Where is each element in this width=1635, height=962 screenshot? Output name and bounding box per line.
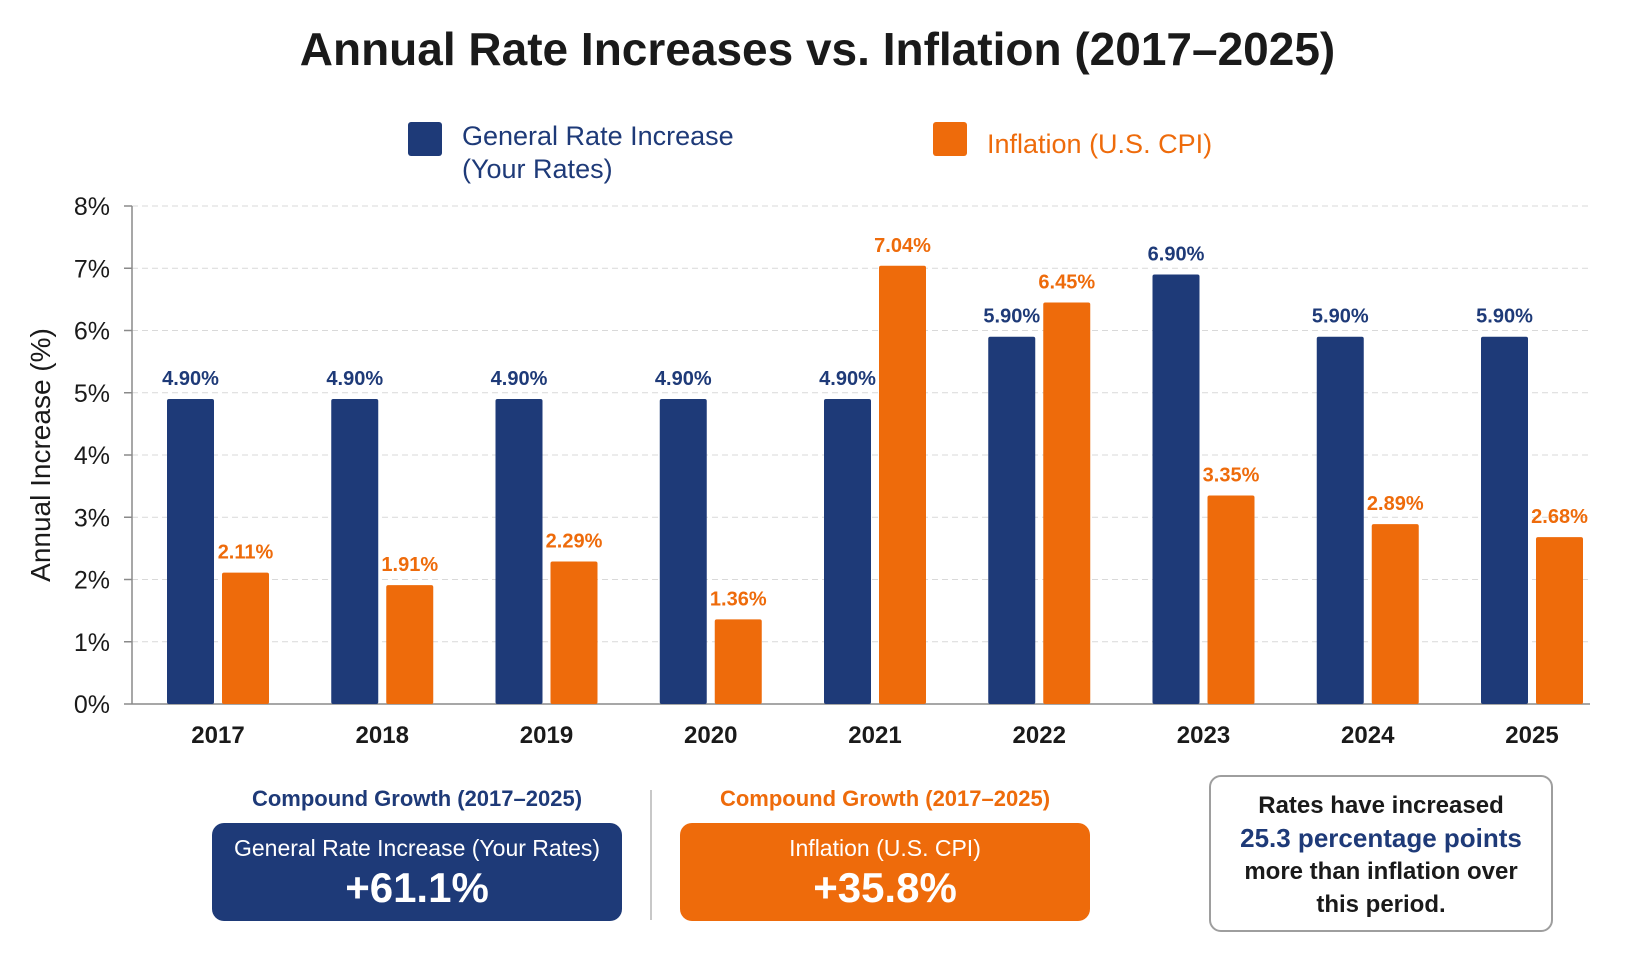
data-label-inflation: 7.04% xyxy=(874,235,931,257)
x-tick-label: 2022 xyxy=(1013,722,1066,749)
legend-item-general-rate: General Rate Increase (Your Rates) xyxy=(408,120,734,186)
bar-general-rate xyxy=(1481,336,1528,704)
x-tick-label: 2017 xyxy=(191,722,244,749)
data-label-general-rate: 4.90% xyxy=(162,368,219,390)
bar-inflation xyxy=(1207,495,1255,704)
note-line-4: this period. xyxy=(1316,891,1446,918)
bar-general-rate xyxy=(988,336,1036,704)
legend-label-inflation: Inflation (U.S. CPI) xyxy=(987,129,1213,159)
y-tick-label: 6% xyxy=(74,318,110,346)
data-label-inflation: 3.35% xyxy=(1203,464,1260,486)
bar-general-rate xyxy=(1152,274,1200,704)
y-tick-label: 0% xyxy=(74,691,110,719)
x-tick-label: 2023 xyxy=(1177,722,1230,749)
data-label-general-rate: 5.90% xyxy=(1312,306,1369,328)
legend-swatch-blue xyxy=(408,122,442,156)
note-line-1: Rates have increased xyxy=(1258,792,1504,819)
data-label-general-rate: 6.90% xyxy=(1148,243,1205,265)
bar-general-rate xyxy=(659,398,707,704)
x-tick-label: 2018 xyxy=(356,722,409,749)
orange-growth-box: Inflation (U.S. CPI) +35.8% xyxy=(680,823,1090,921)
x-tick-label: 2020 xyxy=(684,722,737,749)
legend-swatch-orange xyxy=(933,122,967,156)
data-label-inflation: 2.29% xyxy=(546,530,603,552)
legend-item-inflation: Inflation (U.S. CPI) xyxy=(933,120,1212,161)
orange-growth-label: Inflation (U.S. CPI) xyxy=(789,835,981,861)
chart-title: Annual Rate Increases vs. Inflation (201… xyxy=(299,23,1336,75)
bar-inflation xyxy=(550,561,598,704)
y-axis-title: Annual Increase (%) xyxy=(25,328,56,582)
blue-growth-value: +61.1% xyxy=(345,864,489,911)
bar-general-rate xyxy=(1316,336,1364,704)
data-label-general-rate: 4.90% xyxy=(326,368,383,390)
bar-inflation xyxy=(1371,524,1419,704)
bar-inflation xyxy=(222,572,269,704)
blue-growth-heading: Compound Growth (2017–2025) xyxy=(251,786,583,811)
data-label-inflation: 2.89% xyxy=(1367,493,1424,515)
bar-inflation xyxy=(1043,302,1091,704)
note-line-3: more than inflation over xyxy=(1244,858,1518,885)
x-tick-label: 2019 xyxy=(520,722,573,749)
x-tick-label: 2021 xyxy=(848,722,901,749)
bar-general-rate xyxy=(167,398,214,704)
blue-growth-label: General Rate Increase (Your Rates) xyxy=(233,835,601,861)
orange-growth-heading: Compound Growth (2017–2025) xyxy=(719,786,1051,811)
x-tick-label: 2025 xyxy=(1505,722,1558,749)
y-tick-label: 4% xyxy=(74,442,110,470)
bar-inflation xyxy=(1536,537,1583,704)
data-label-inflation: 2.11% xyxy=(218,542,274,564)
bar-inflation xyxy=(714,619,762,704)
data-label-general-rate: 5.90% xyxy=(983,306,1040,328)
y-tick-label: 5% xyxy=(74,380,110,408)
data-label-inflation: 1.36% xyxy=(710,588,767,610)
y-tick-label: 8% xyxy=(74,193,110,221)
data-label-inflation: 1.91% xyxy=(381,554,438,576)
bar-inflation xyxy=(879,265,926,704)
bar-general-rate xyxy=(495,398,543,704)
y-tick-label: 3% xyxy=(74,504,110,532)
data-label-general-rate: 4.90% xyxy=(819,368,876,390)
note-highlight: 25.3 percentage points xyxy=(1240,823,1522,853)
y-tick-label: 7% xyxy=(74,255,110,283)
bar-inflation xyxy=(386,585,434,704)
bar-general-rate xyxy=(824,398,871,704)
x-tick-label: 2024 xyxy=(1341,722,1395,749)
data-label-inflation: 6.45% xyxy=(1038,271,1095,293)
data-label-general-rate: 5.90% xyxy=(1476,306,1533,328)
blue-growth-box: General Rate Increase (Your Rates) +61.1… xyxy=(212,823,622,921)
divider xyxy=(650,790,652,920)
y-tick-label: 1% xyxy=(74,629,110,657)
legend-label-line2: (Your Rates) xyxy=(462,154,613,184)
data-label-general-rate: 4.90% xyxy=(491,368,548,390)
data-label-inflation: 2.68% xyxy=(1531,506,1588,528)
orange-growth-value: +35.8% xyxy=(813,864,957,911)
y-tick-label: 2% xyxy=(74,567,110,595)
bar-general-rate xyxy=(331,398,379,704)
summary-note: Rates have increased 25.3 percentage poi… xyxy=(1209,775,1553,932)
legend-label-line1: General Rate Increase xyxy=(462,121,734,151)
data-label-general-rate: 4.90% xyxy=(655,368,712,390)
